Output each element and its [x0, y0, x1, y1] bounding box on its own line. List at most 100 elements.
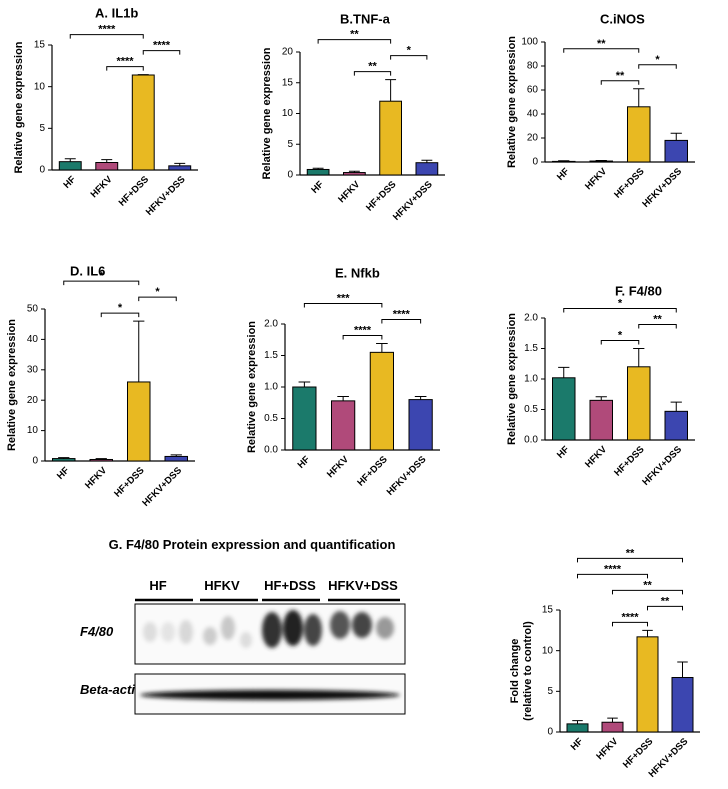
y-axis-label: Relative gene expression	[506, 36, 518, 168]
bar	[408, 399, 433, 451]
significance-bracket	[142, 50, 181, 55]
bar	[52, 458, 76, 462]
chart: C.iNOS Relative gene expression 0 20 40 60 80 1…	[506, 11, 695, 210]
y-tick-label: 0	[287, 170, 293, 181]
significance-bracket	[638, 64, 677, 69]
bar	[168, 165, 192, 171]
significance-label: ****	[116, 56, 134, 68]
y-tick-label: 1.5	[264, 350, 278, 361]
x-tick-label: HF+DSS	[112, 465, 146, 499]
y-axis-label: Relative gene expression	[246, 321, 258, 453]
x-tick-label: HF	[296, 454, 313, 471]
significance-bracket	[63, 280, 140, 286]
error-bar	[133, 320, 145, 382]
y-tick-label: 10	[542, 645, 554, 656]
chart-title: D. IL6	[70, 263, 105, 278]
x-tick-label: HFKV	[336, 179, 363, 206]
y-tick-label: 0.0	[264, 445, 278, 456]
error-bar	[670, 401, 682, 412]
error-bar	[101, 159, 113, 163]
x-tick-label: HF	[55, 465, 72, 482]
y-tick-label: 40	[527, 109, 539, 120]
y-tick-label: 5	[547, 686, 553, 697]
blot-group-label: HF+DSS	[264, 578, 316, 593]
y-tick-label: 10	[27, 425, 39, 436]
x-tick-label: HF	[569, 736, 586, 753]
error-bar	[558, 366, 570, 378]
error-bar	[298, 381, 311, 387]
significance-label: **	[616, 70, 625, 82]
y-axis-label: Relative gene expression	[506, 313, 518, 445]
bar	[306, 168, 330, 176]
significance-bracket	[638, 324, 677, 329]
y-axis-label: Relative gene expression	[6, 319, 18, 451]
y-tick-label: 0.5	[264, 413, 278, 424]
bar	[369, 351, 394, 451]
bar	[95, 162, 119, 171]
bar	[664, 139, 688, 163]
y-tick-label: 30	[27, 364, 39, 375]
error-bar	[572, 720, 583, 724]
x-tick-label: HF	[309, 179, 326, 196]
error-bar	[58, 457, 70, 459]
x-tick-label: HF+DSS	[355, 454, 389, 488]
error-bar	[558, 160, 570, 162]
significance-label: ****	[354, 325, 372, 337]
y-tick-label: 10	[34, 81, 46, 92]
y-tick-label: 1.0	[524, 374, 538, 385]
error-bar	[170, 454, 182, 457]
x-tick-label: HF+DSS	[612, 444, 646, 478]
significance-bracket	[563, 48, 640, 53]
error-bar	[633, 348, 645, 367]
error-bar	[385, 79, 397, 102]
chart: E. Nfkb Relative gene expression 0.0 0.5 1.0…	[246, 265, 440, 498]
significance-bracket	[600, 340, 640, 345]
significance-label: **	[368, 61, 377, 73]
error-bar	[677, 661, 688, 678]
y-tick-label: 20	[27, 395, 39, 406]
y-axis-label: Relative gene expression	[261, 47, 273, 179]
significance-label: *	[618, 298, 623, 310]
y-axis-label: (relative to control)	[522, 621, 534, 721]
x-tick-label: HFKV+DSS	[140, 465, 184, 509]
y-tick-label: 1.5	[524, 343, 538, 354]
significance-bracket	[106, 66, 144, 71]
error-bar	[312, 167, 324, 170]
y-tick-label: 10	[282, 108, 294, 119]
error-bar	[607, 717, 618, 723]
significance-label: *	[118, 302, 123, 314]
y-axis-label: Fold change	[509, 639, 521, 704]
blot-group-label: HF	[149, 578, 166, 593]
y-tick-label: 0.5	[524, 404, 538, 415]
significance-label: **	[626, 547, 635, 559]
y-tick-label: 40	[27, 334, 39, 345]
x-tick-label: HF+DSS	[117, 174, 151, 208]
blot-title: G. F4/80 Protein expression and quantifi…	[109, 537, 396, 552]
bar	[566, 723, 589, 733]
bar	[292, 386, 317, 451]
y-tick-label: 2.0	[524, 313, 538, 324]
significance-bracket	[563, 308, 677, 313]
y-tick-label: 2.0	[264, 319, 278, 330]
bar	[58, 161, 82, 171]
significance-label: **	[643, 579, 652, 591]
x-tick-label: HFKV+DSS	[385, 454, 429, 498]
x-tick-label: HF	[61, 174, 78, 191]
bar	[552, 160, 576, 163]
significance-label: *	[407, 45, 412, 57]
y-tick-label: 0	[32, 456, 38, 467]
significance-bracket	[577, 557, 683, 563]
y-tick-label: 20	[527, 133, 539, 144]
y-tick-label: 80	[527, 61, 539, 72]
bar	[131, 74, 155, 171]
significance-label: ****	[604, 563, 622, 575]
significance-bracket	[381, 319, 422, 324]
significance-bracket	[138, 296, 177, 302]
significance-bracket	[100, 312, 140, 318]
significance-bracket	[612, 589, 683, 595]
significance-label: ****	[393, 309, 411, 321]
chart-title: F. F4/80	[615, 283, 662, 298]
error-bar	[642, 629, 653, 637]
x-tick-label: HFKV	[325, 454, 352, 481]
